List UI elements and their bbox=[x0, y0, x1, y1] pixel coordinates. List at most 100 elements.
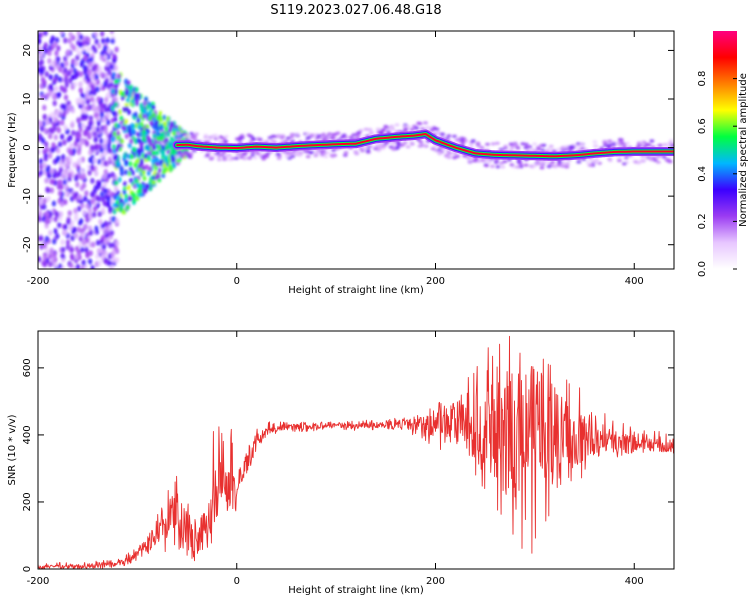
heatmap-cell bbox=[479, 146, 485, 150]
heatmap-cell bbox=[135, 158, 140, 165]
x-tick-label: 400 bbox=[625, 576, 644, 587]
heatmap-cell bbox=[97, 42, 102, 49]
x-tick-label: 200 bbox=[426, 576, 445, 587]
heatmap-cell bbox=[114, 257, 120, 264]
heatmap-cell bbox=[100, 254, 106, 261]
heatmap-cell bbox=[264, 154, 270, 159]
heatmap-cell bbox=[42, 243, 47, 249]
heatmap-cell bbox=[539, 160, 544, 164]
heatmap-cell bbox=[138, 187, 142, 194]
heatmap-cell bbox=[100, 196, 106, 203]
heatmap-cell bbox=[137, 163, 142, 169]
heatmap-cell bbox=[70, 107, 76, 114]
colorbar-gradient bbox=[713, 31, 737, 269]
heatmap-cell bbox=[38, 199, 44, 206]
colorbar-tick-label: 0.6 bbox=[697, 118, 708, 134]
heatmap-cell bbox=[133, 94, 138, 101]
heatmap-cell bbox=[101, 243, 107, 250]
heatmap-cell bbox=[654, 155, 660, 159]
heatmap-cell bbox=[122, 181, 127, 187]
heatmap-cell bbox=[148, 115, 153, 122]
heatmap-cell bbox=[112, 53, 117, 60]
heatmap-cell bbox=[126, 184, 131, 191]
heatmap-cell bbox=[56, 155, 61, 162]
heatmap-cell bbox=[168, 141, 173, 148]
heatmap-cell bbox=[56, 45, 61, 52]
heatmap-cell bbox=[63, 199, 68, 205]
heatmap-cell bbox=[51, 200, 57, 207]
heatmap-cell bbox=[56, 127, 62, 134]
heatmap-cell bbox=[111, 136, 116, 143]
heatmap-cell bbox=[97, 66, 103, 72]
heatmap-cell bbox=[129, 84, 134, 91]
heatmap-cell bbox=[94, 225, 99, 232]
heatmap-cell bbox=[165, 115, 170, 122]
heatmap-cell bbox=[575, 144, 581, 148]
heatmap-cell bbox=[96, 96, 101, 103]
heatmap-cell bbox=[188, 152, 194, 156]
heatmap-cell bbox=[389, 124, 394, 128]
heatmap-cell bbox=[83, 195, 88, 202]
heatmap-cell bbox=[86, 36, 91, 43]
heatmap-cell bbox=[88, 120, 94, 127]
heatmap-cell bbox=[95, 195, 100, 201]
heatmap-cell bbox=[57, 141, 63, 148]
heatmap-cell bbox=[63, 67, 68, 74]
heatmap-cell bbox=[564, 165, 570, 169]
heatmap-cell bbox=[437, 152, 443, 156]
heatmap-cell bbox=[110, 88, 115, 94]
colorbar-tick-label: 0.4 bbox=[697, 166, 708, 182]
heatmap-cell bbox=[95, 126, 100, 133]
heatmap-cell bbox=[113, 116, 118, 123]
heatmap-cell bbox=[106, 92, 111, 99]
heatmap-cell bbox=[137, 124, 142, 130]
heatmap-cell bbox=[63, 229, 68, 236]
heatmap-cell bbox=[65, 108, 70, 115]
heatmap-cell bbox=[124, 193, 129, 200]
heatmap-cell bbox=[91, 241, 96, 248]
heatmap-cell bbox=[55, 110, 60, 116]
heatmap-cell bbox=[58, 166, 64, 173]
heatmap-cell bbox=[120, 91, 125, 97]
heatmap-cell bbox=[215, 137, 221, 141]
heatmap-cell bbox=[114, 46, 119, 53]
heatmap-cell bbox=[52, 94, 57, 101]
heatmap-cell bbox=[65, 49, 71, 56]
heatmap-cell bbox=[48, 229, 53, 236]
colorbar-tick-label: 0.0 bbox=[697, 261, 708, 277]
heatmap-cell bbox=[389, 127, 394, 131]
heatmap-cell bbox=[435, 130, 441, 135]
heatmap-cell bbox=[114, 180, 119, 186]
heatmap-cell bbox=[39, 204, 44, 210]
heatmap-cell bbox=[70, 235, 75, 242]
heatmap-cell bbox=[63, 77, 69, 84]
heatmap-cell bbox=[322, 151, 327, 156]
heatmap-cell bbox=[56, 179, 62, 186]
heatmap-cell bbox=[128, 161, 133, 167]
heatmap-cell bbox=[623, 156, 629, 160]
heatmap-cell bbox=[42, 255, 47, 262]
heatmap-cell bbox=[305, 155, 311, 159]
heatmap-cell bbox=[65, 156, 70, 163]
heatmap-cell bbox=[495, 165, 501, 169]
x-tick-label: 400 bbox=[625, 276, 644, 287]
heatmap-cell bbox=[102, 81, 108, 88]
heatmap-cell bbox=[309, 133, 315, 137]
heatmap-cell bbox=[95, 105, 101, 112]
heatmap-cell bbox=[164, 126, 169, 132]
heatmap-cell bbox=[382, 144, 387, 148]
heatmap-cell bbox=[74, 245, 80, 252]
heatmap-cell bbox=[69, 42, 75, 49]
heatmap-cell bbox=[564, 145, 569, 149]
heatmap-cell bbox=[85, 98, 91, 105]
heatmap-cell bbox=[145, 144, 150, 151]
heatmap-cell bbox=[108, 133, 113, 140]
heatmap-cell bbox=[99, 138, 104, 144]
heatmap-cell bbox=[85, 203, 90, 210]
heatmap-cell bbox=[141, 188, 146, 194]
heatmap-cell bbox=[102, 103, 108, 110]
heatmap-cell bbox=[166, 131, 171, 138]
heatmap-cell bbox=[667, 160, 673, 164]
heatmap-cell bbox=[42, 104, 47, 111]
heatmap-cell bbox=[38, 120, 43, 127]
